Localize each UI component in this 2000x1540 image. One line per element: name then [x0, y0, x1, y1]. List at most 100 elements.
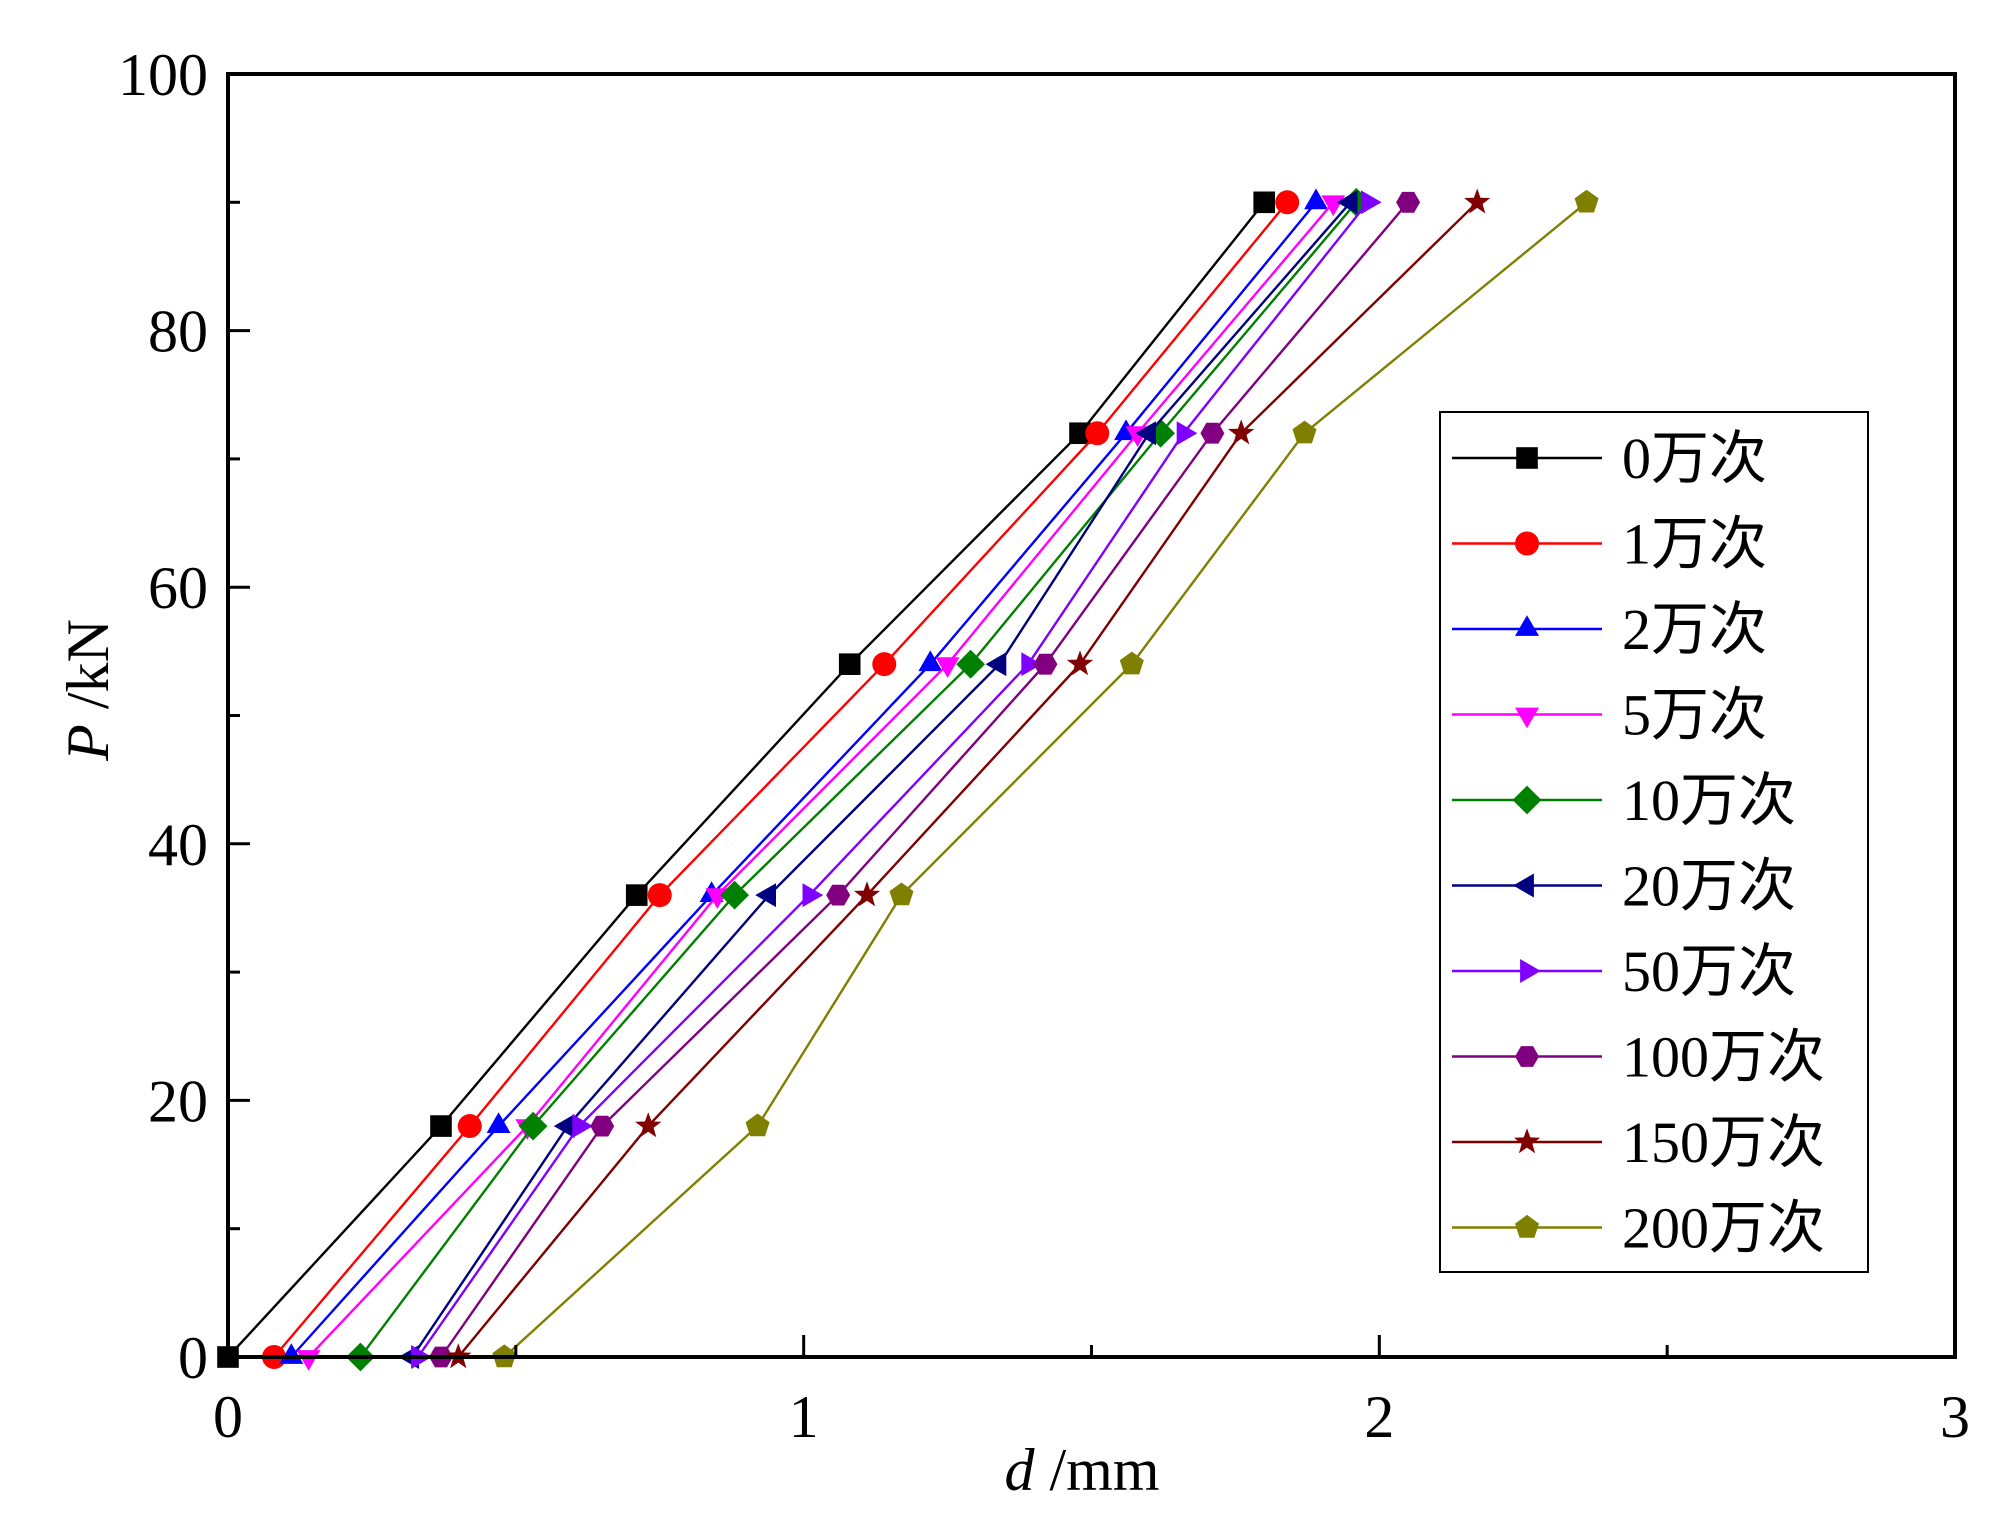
data-point [1253, 191, 1275, 214]
series-7 [429, 191, 1421, 1368]
y-tick-label: 40 [148, 812, 208, 878]
legend-item: 2万次 [1452, 597, 1767, 662]
legend-item: 20万次 [1452, 854, 1796, 919]
legend-marker [1515, 1214, 1539, 1238]
data-point [647, 883, 672, 908]
series-line [440, 201, 1410, 1358]
x-axis-unit: /mm [1034, 1437, 1159, 1503]
series-line [307, 201, 1335, 1358]
data-point [1176, 421, 1198, 446]
data-point [918, 650, 943, 672]
legend-box [1439, 411, 1869, 1273]
legend: 0万次 1万次 2万次 5万次 10万次 20万次 50万次 100万次 150万次 200万次 [1439, 411, 1869, 1273]
series-line [359, 201, 1358, 1358]
y-axis-variable: P [55, 724, 121, 762]
legend-label: 20万次 [1622, 854, 1796, 919]
legend-label: 150万次 [1622, 1110, 1825, 1175]
x-axis-variable: d [1004, 1437, 1035, 1503]
legend-item: 50万次 [1452, 939, 1796, 1004]
data-point [956, 649, 985, 679]
y-tick-label: 0 [178, 1325, 208, 1391]
legend-label: 0万次 [1622, 426, 1767, 491]
legend-label: 10万次 [1622, 768, 1796, 833]
legend-label: 200万次 [1622, 1196, 1825, 1261]
data-point [872, 652, 897, 677]
legend-marker [1516, 447, 1538, 469]
legend-marker [1515, 1046, 1539, 1067]
legend-item: 200万次 [1452, 1196, 1825, 1261]
legend-label: 100万次 [1622, 1025, 1825, 1090]
x-tick-label: 2 [1364, 1384, 1394, 1450]
data-point [1021, 652, 1042, 677]
data-point [486, 1112, 511, 1133]
legend-label: 50万次 [1622, 939, 1796, 1004]
series-9 [492, 189, 1599, 1368]
series-line [227, 201, 1266, 1358]
data-point [1069, 422, 1091, 445]
legend-item: 0万次 [1452, 426, 1767, 491]
series-line [273, 201, 1289, 1358]
legend-label: 2万次 [1622, 597, 1767, 662]
data-point [1135, 421, 1156, 446]
data-point [1033, 653, 1058, 675]
legend-item: 150万次 [1452, 1110, 1825, 1175]
data-point [430, 1115, 452, 1137]
legend-item: 1万次 [1452, 512, 1767, 577]
data-point [1321, 195, 1346, 217]
data-point [553, 1114, 575, 1138]
data-point [985, 652, 1007, 677]
legend-marker [1515, 615, 1539, 636]
data-point [635, 1112, 662, 1138]
data-point [1574, 189, 1599, 213]
data-point [1275, 190, 1300, 215]
data-point [826, 884, 851, 906]
x-tick-label: 3 [1940, 1384, 1970, 1450]
data-point [889, 882, 914, 906]
data-point [1396, 191, 1421, 213]
tick-layer: 0 1 2 3 0 20 40 60 80 100 [118, 42, 1970, 1450]
y-axis-unit: /kN [55, 619, 121, 724]
legend-marker [1515, 531, 1539, 556]
legend-label: 1万次 [1622, 512, 1767, 577]
data-point [1066, 650, 1094, 676]
data-point [1200, 422, 1225, 444]
data-point [838, 653, 861, 675]
data-point [625, 884, 648, 906]
data-point [1304, 188, 1328, 210]
legend-item: 10万次 [1452, 768, 1796, 833]
x-tick-label: 0 [213, 1384, 243, 1450]
series-6 [411, 190, 1382, 1369]
data-point [1360, 190, 1382, 215]
y-tick-label: 20 [148, 1068, 208, 1134]
data-point [1228, 419, 1255, 445]
series-line [290, 201, 1317, 1358]
legend-marker [1515, 707, 1539, 729]
legend-item: 5万次 [1452, 683, 1767, 748]
y-tick-label: 60 [148, 555, 208, 621]
series-0 [217, 191, 1275, 1368]
series-line [457, 201, 1479, 1358]
data-point [1464, 188, 1491, 214]
series-line [503, 201, 1588, 1358]
data-point [755, 883, 776, 908]
data-point [720, 880, 749, 910]
series-line [417, 201, 1369, 1358]
legend-marker [1513, 873, 1534, 898]
legend-marker [1513, 1128, 1541, 1154]
legend-marker [1520, 959, 1541, 983]
series-layer [217, 187, 1599, 1372]
data-point [1119, 651, 1144, 675]
y-tick-label: 100 [118, 42, 208, 108]
series-line [411, 201, 1352, 1358]
x-tick-label: 1 [789, 1384, 819, 1450]
y-axis-title: P /kN [55, 619, 121, 762]
y-tick-label: 80 [148, 299, 208, 365]
data-point [590, 1115, 615, 1137]
data-point [457, 1114, 482, 1139]
data-point [802, 883, 824, 908]
legend-label: 5万次 [1622, 683, 1767, 748]
data-point [1085, 421, 1110, 446]
data-point [1146, 418, 1175, 448]
